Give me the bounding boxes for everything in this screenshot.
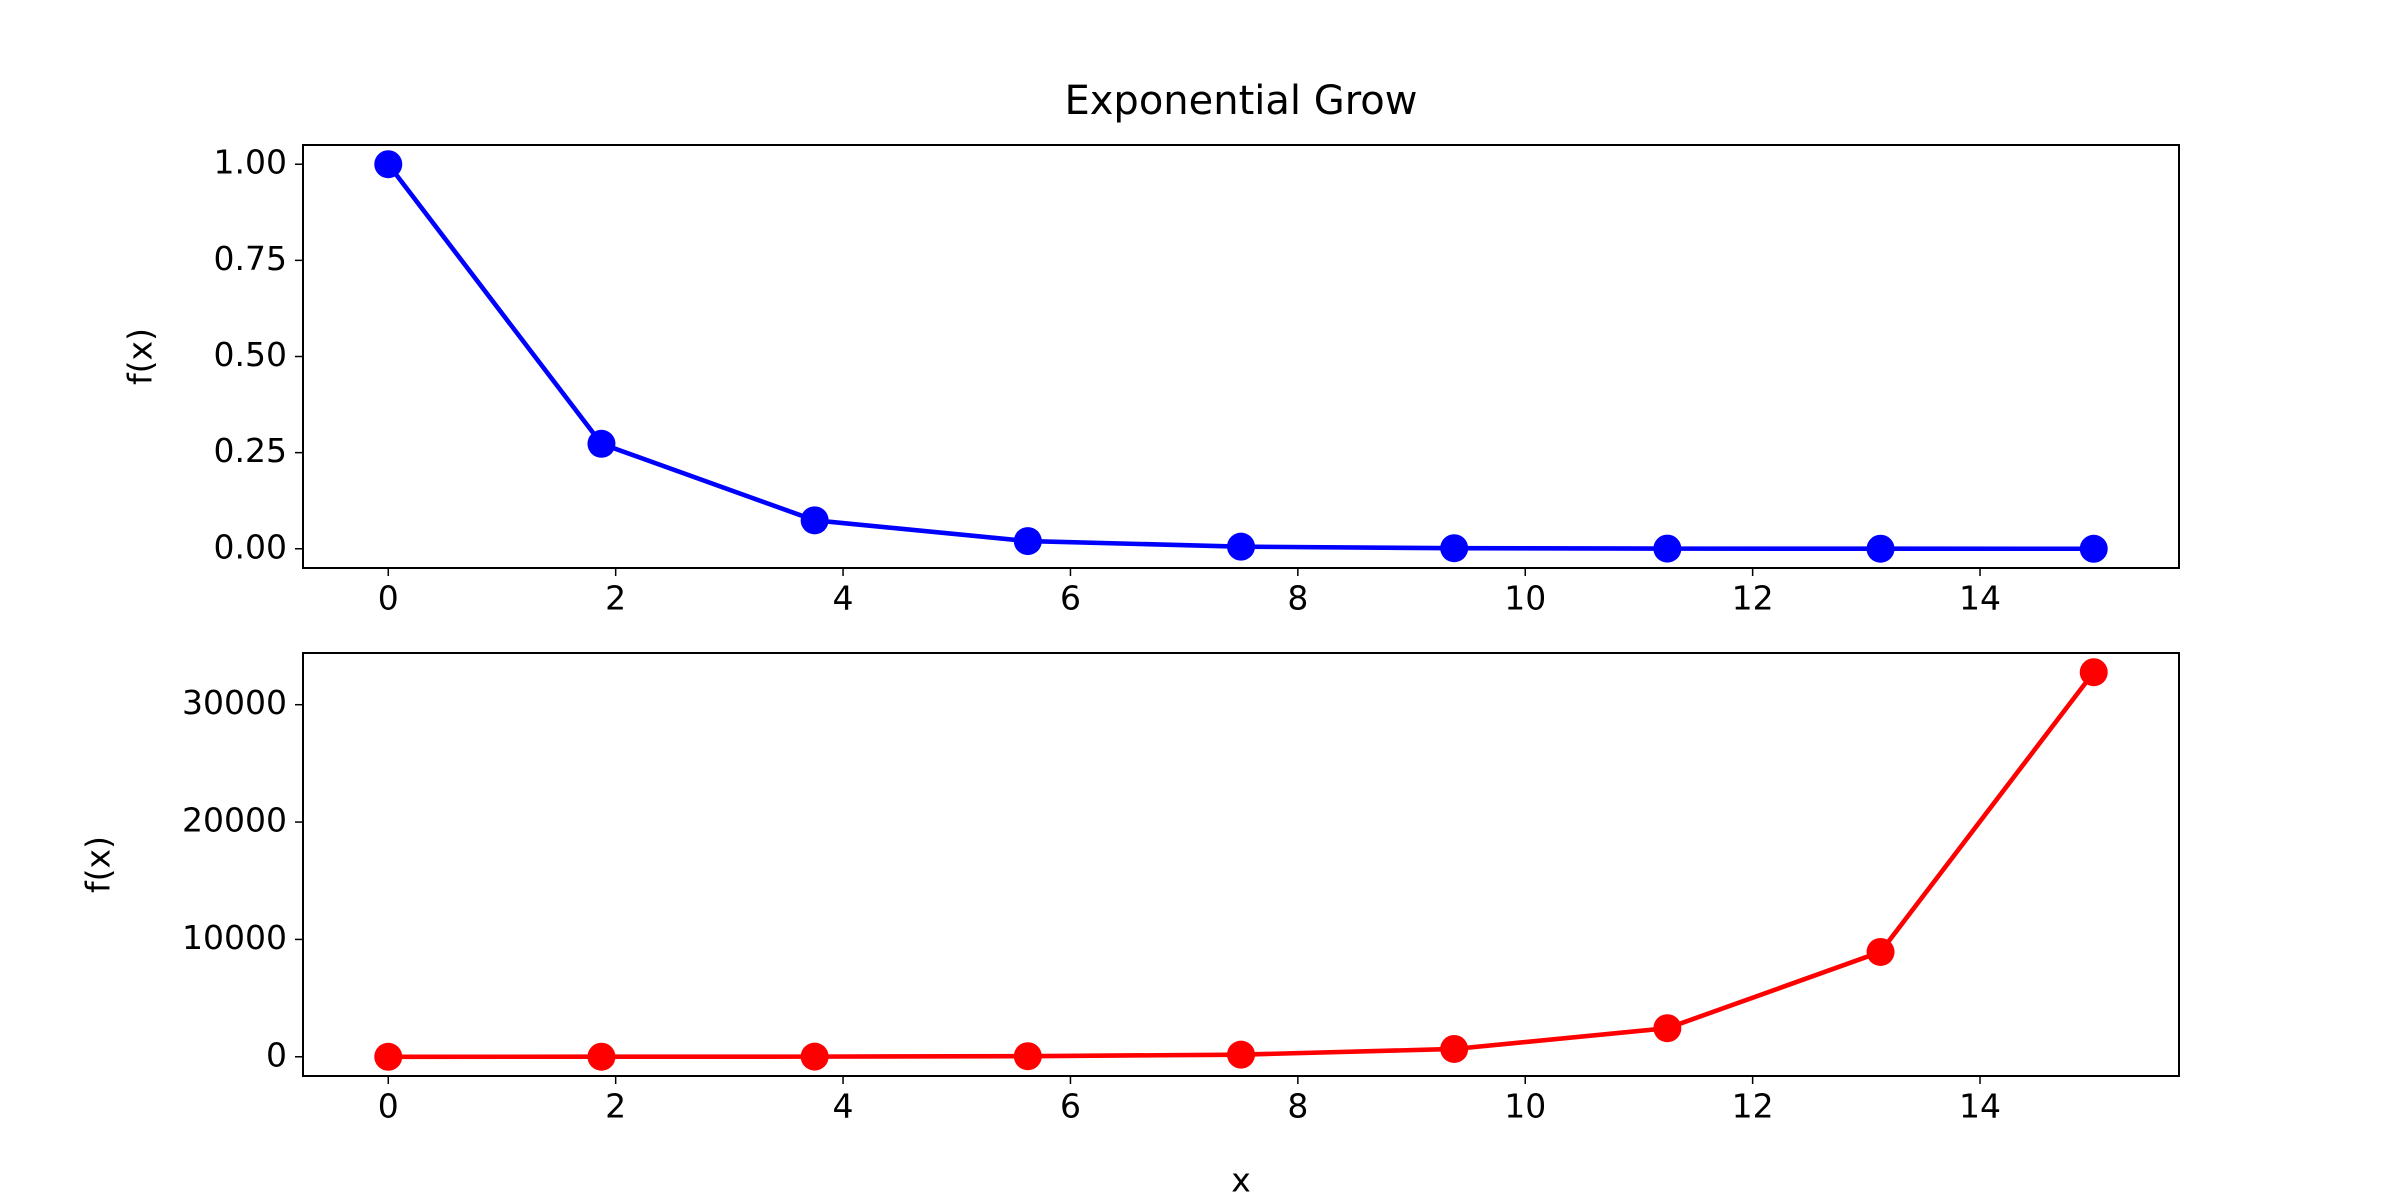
- y-tick-label: 0.50: [214, 335, 287, 374]
- x-tick-label: 4: [833, 579, 854, 618]
- y-tick-label: 30000: [182, 683, 287, 722]
- y-tick-label: 0.75: [214, 239, 287, 278]
- y-tick-label: 1.00: [214, 143, 287, 182]
- x-tick-label: 8: [1287, 1087, 1308, 1126]
- y-axis-label: f(x): [79, 836, 118, 893]
- y-axis-label: f(x): [121, 328, 160, 385]
- data-point: [1227, 1040, 1255, 1069]
- data-point: [1440, 1034, 1469, 1063]
- y-tick-label: 10000: [182, 918, 287, 957]
- y-tick-label: 0: [266, 1035, 287, 1074]
- data-point: [587, 429, 616, 458]
- data-point: [587, 1042, 616, 1071]
- x-tick-label: 2: [605, 1087, 626, 1126]
- x-tick-label: 14: [1959, 579, 2001, 618]
- y-tick-label: 0.25: [214, 431, 287, 470]
- x-tick-label: 14: [1959, 1087, 2001, 1126]
- x-tick-label: 6: [1060, 1087, 1081, 1126]
- axes-frame: [302, 144, 2180, 569]
- data-point: [2079, 658, 2108, 687]
- data-point: [1013, 527, 1042, 556]
- data-point: [1440, 534, 1469, 563]
- x-tick-label: 6: [1060, 579, 1081, 618]
- chart-title: Exponential Grow: [1064, 78, 1417, 124]
- x-tick-label: 0: [378, 579, 399, 618]
- data-point: [800, 506, 829, 535]
- data-point: [1653, 1014, 1682, 1043]
- data-point: [800, 1042, 829, 1071]
- data-point: [374, 150, 403, 179]
- x-tick-label: 8: [1287, 579, 1308, 618]
- x-tick-label: 10: [1504, 579, 1546, 618]
- x-tick-label: 2: [605, 579, 626, 618]
- data-point: [374, 1042, 403, 1071]
- data-point: [1653, 534, 1682, 563]
- data-point: [1013, 1042, 1042, 1071]
- x-tick-label: 10: [1504, 1087, 1546, 1126]
- data-point: [2079, 534, 2108, 563]
- x-tick-label: 12: [1732, 1087, 1774, 1126]
- data-point: [1866, 937, 1895, 966]
- y-tick-label: 0.00: [214, 527, 287, 566]
- x-tick-label: 4: [833, 1087, 854, 1126]
- y-tick-label: 20000: [182, 801, 287, 840]
- x-tick-label: 0: [378, 1087, 399, 1126]
- axes-frame: [302, 652, 2180, 1077]
- x-axis-label: x: [1231, 1161, 1251, 1200]
- x-tick-label: 12: [1732, 579, 1774, 618]
- data-point: [1227, 532, 1255, 561]
- data-point: [1866, 534, 1895, 563]
